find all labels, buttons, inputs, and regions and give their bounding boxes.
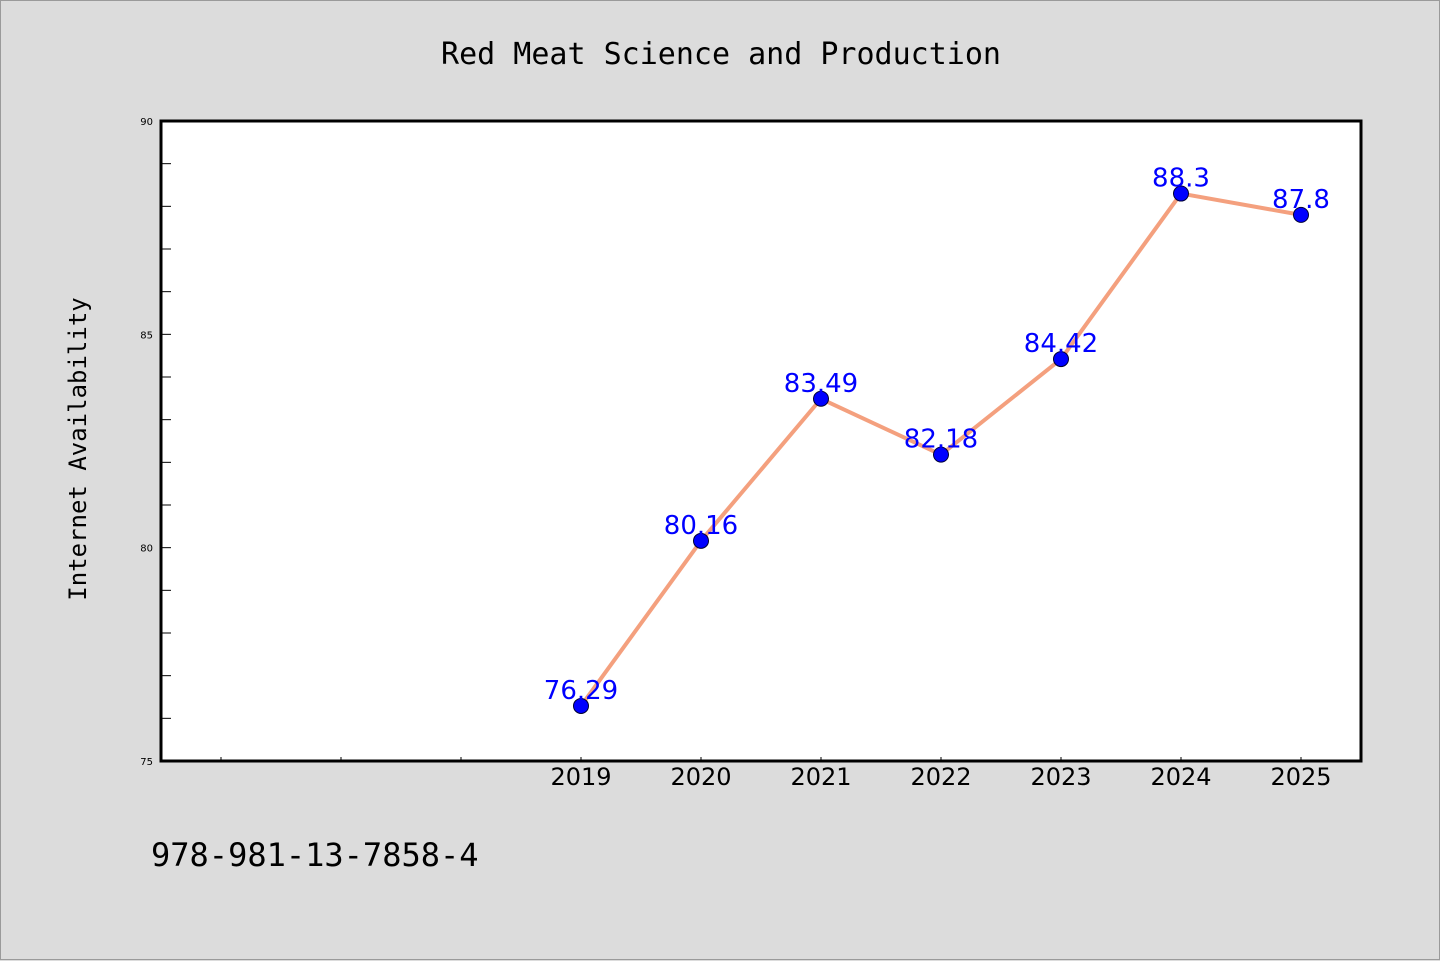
- x-tick-label: 2022: [910, 763, 971, 791]
- data-point: [573, 697, 589, 714]
- x-axis: 2019 2020 2021 2022 2023 2024 2025: [220, 757, 1332, 791]
- y-tick-label: 80: [140, 544, 153, 555]
- data-label: 87.8: [1272, 185, 1330, 215]
- data-point: [693, 532, 709, 549]
- y-axis: 75 80 85 90: [140, 117, 171, 768]
- data-label: 80.16: [664, 511, 738, 541]
- data-point: [1293, 206, 1309, 223]
- data-label: 76.29: [544, 676, 618, 706]
- y-tick-label: 85: [140, 330, 153, 341]
- isbn-footnote: 978-981-13-7858-4: [151, 836, 479, 874]
- data-label: 84.42: [1024, 329, 1098, 359]
- x-tick-label: 2023: [1030, 763, 1091, 791]
- y-axis-label: Internet Availability: [64, 297, 92, 600]
- x-tick-label: 2021: [790, 763, 851, 791]
- data-point: [813, 390, 829, 407]
- y-tick-label: 75: [140, 757, 153, 768]
- data-label: 82.18: [904, 425, 978, 455]
- data-label: 88.3: [1152, 164, 1210, 194]
- data-point: [1173, 185, 1189, 202]
- data-points: [573, 185, 1309, 714]
- x-tick-label: 2020: [670, 763, 731, 791]
- data-point: [1053, 351, 1069, 368]
- x-tick-label: 2025: [1270, 763, 1331, 791]
- y-tick-label: 90: [140, 117, 153, 128]
- data-labels: 76.29 80.16 83.49 82.18 84.42 88.3 87.8: [544, 164, 1330, 706]
- x-tick-label: 2024: [1150, 763, 1211, 791]
- chart-title: Red Meat Science and Production: [441, 37, 1001, 72]
- x-tick-label: 2019: [550, 763, 611, 791]
- data-point: [933, 446, 949, 463]
- data-label: 83.49: [784, 369, 858, 399]
- plot-area: [159, 119, 1363, 763]
